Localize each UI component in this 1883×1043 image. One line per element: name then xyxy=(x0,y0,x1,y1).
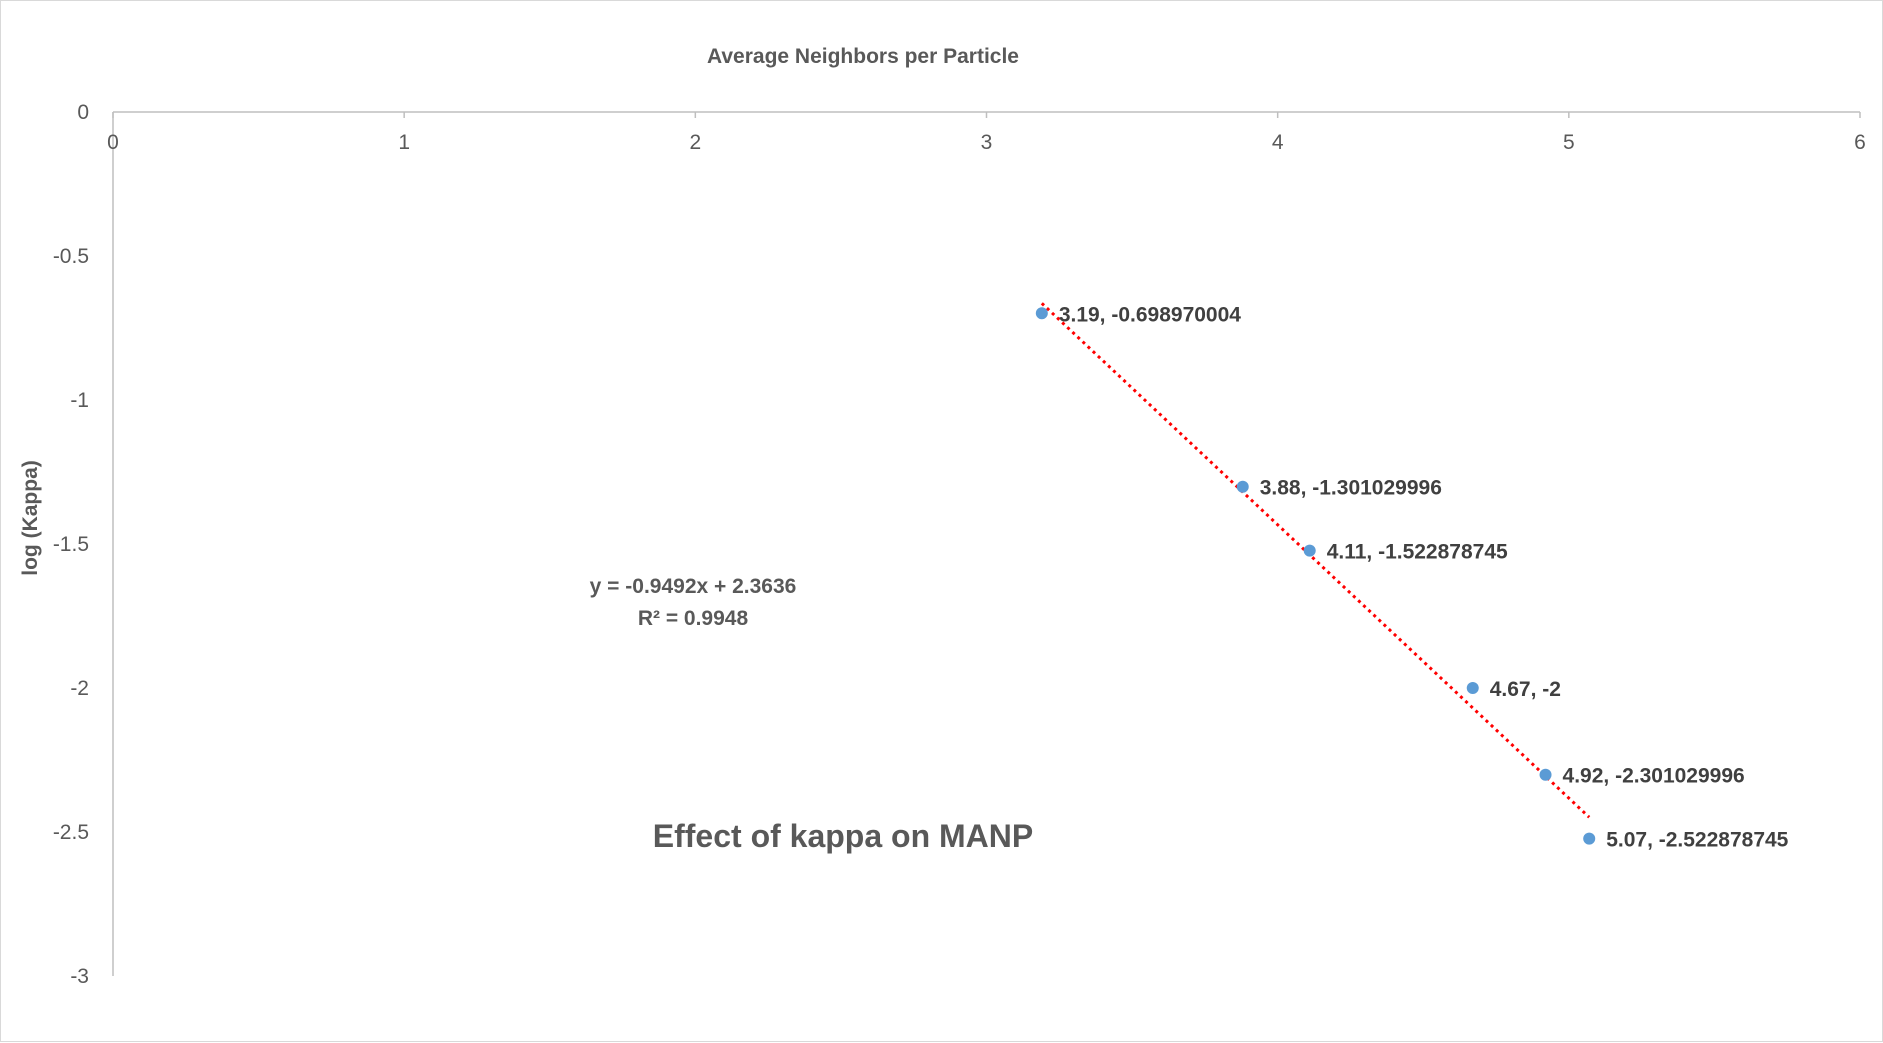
data-point xyxy=(1035,307,1048,320)
x-tick-label: 2 xyxy=(689,131,701,154)
data-point xyxy=(1466,682,1479,694)
x-axis-title: Average Neighbors per Particle xyxy=(707,45,1019,68)
y-tick-label: -3 xyxy=(70,965,89,988)
data-label: 3.19, -0.698970004 xyxy=(1059,303,1241,326)
x-tick-label: 3 xyxy=(981,131,993,154)
data-point xyxy=(1236,480,1249,493)
trendline xyxy=(1040,302,1591,819)
trendline-r-squared: R² = 0.9948 xyxy=(638,607,749,630)
data-label: 5.07, -2.522878745 xyxy=(1606,829,1788,852)
data-point xyxy=(1583,832,1596,845)
data-label: 4.11, -1.522878745 xyxy=(1327,541,1508,564)
trendline-equation: y = -0.9492x + 2.3636 xyxy=(590,575,797,598)
data-point xyxy=(1539,768,1552,781)
data-label: 4.92, -2.301029996 xyxy=(1563,765,1745,788)
y-tick-label: -0.5 xyxy=(53,245,89,268)
y-tick-label: -2.5 xyxy=(53,821,89,844)
x-tick-label: 6 xyxy=(1854,131,1866,154)
data-label: 3.88, -1.301029996 xyxy=(1260,477,1442,500)
x-tick-label: 0 xyxy=(107,131,119,154)
y-tick-label: -1.5 xyxy=(53,533,89,556)
x-tick-label: 5 xyxy=(1563,131,1575,154)
chart-title: Effect of kappa on MANP xyxy=(653,818,1033,854)
data-point xyxy=(1303,544,1316,557)
x-tick-label: 1 xyxy=(398,131,410,154)
y-tick-label: -1 xyxy=(70,389,89,412)
y-axis-title: log (Kappa) xyxy=(19,460,42,576)
y-tick-label: 0 xyxy=(77,101,89,124)
data-label: 4.67, -2 xyxy=(1490,678,1561,701)
y-tick-label: -2 xyxy=(70,677,89,700)
x-tick-label: 4 xyxy=(1272,131,1284,154)
